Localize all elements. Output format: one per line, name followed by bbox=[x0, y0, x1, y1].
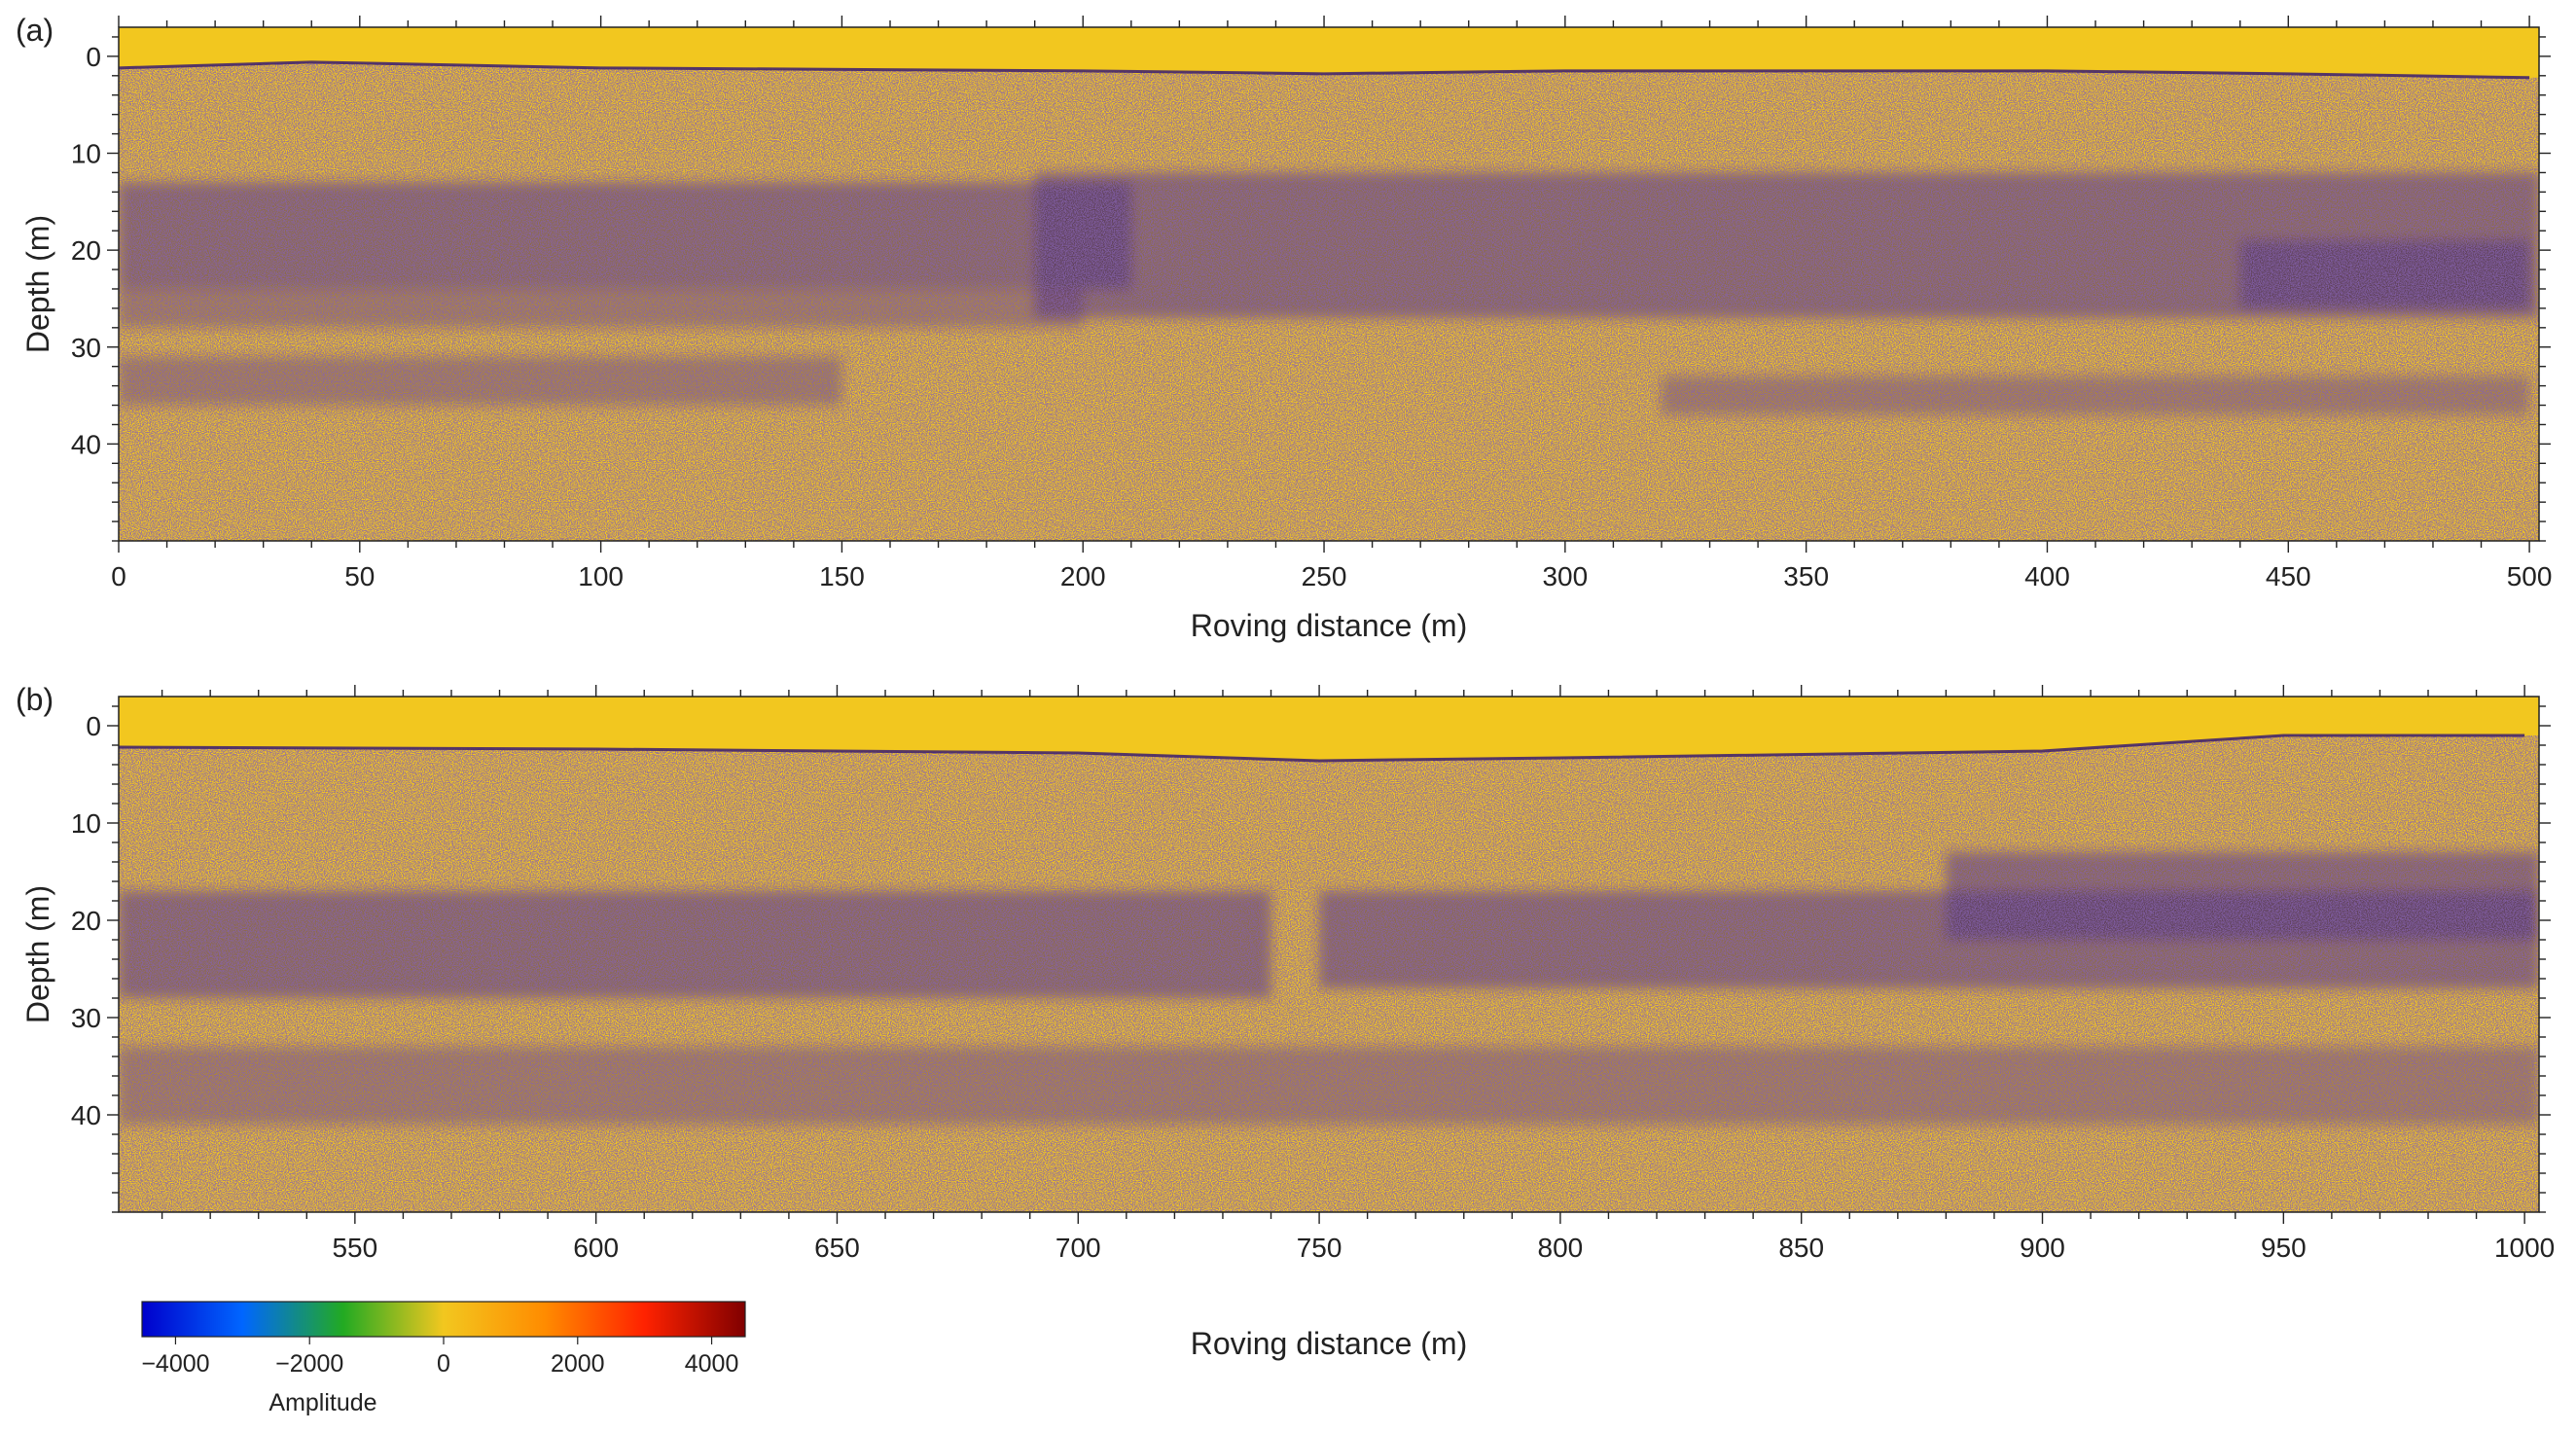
air-layer bbox=[119, 697, 2539, 761]
colorbar-tick-label: 2000 bbox=[551, 1350, 605, 1378]
y-tick-label: 20 bbox=[71, 235, 101, 266]
y-axis-label: Depth (m) bbox=[20, 215, 55, 353]
colorbar-tick-label: 0 bbox=[437, 1350, 450, 1378]
x-tick-label: 400 bbox=[2024, 561, 2070, 591]
x-tick-label: 0 bbox=[111, 561, 126, 591]
colorbar-tick-label: 4000 bbox=[685, 1350, 739, 1378]
x-tick-label: 100 bbox=[578, 561, 624, 591]
panel-label: (b) bbox=[16, 682, 54, 717]
y-axis-label: Depth (m) bbox=[20, 885, 55, 1023]
x-tick-label: 750 bbox=[1297, 1233, 1342, 1263]
y-tick-label: 0 bbox=[86, 711, 101, 741]
y-tick-label: 40 bbox=[71, 429, 101, 459]
x-axis-label: Roving distance (m) bbox=[1191, 608, 1468, 643]
amplitude-speckle bbox=[119, 697, 2539, 1212]
colorbar-tick-label: −2000 bbox=[275, 1350, 343, 1378]
x-tick-label: 800 bbox=[1538, 1233, 1584, 1263]
colorbar: −4000 −2000 0 2000 4000 Amplitude bbox=[141, 1301, 746, 1416]
x-axis-label: Roving distance (m) bbox=[1191, 1326, 1468, 1361]
x-tick-label: 50 bbox=[344, 561, 375, 591]
y-tick-label: 30 bbox=[71, 1003, 101, 1033]
x-tick-label: 600 bbox=[573, 1233, 619, 1263]
x-tick-label: 300 bbox=[1542, 561, 1588, 591]
x-tick-label: 500 bbox=[2507, 561, 2553, 591]
x-tick-label: 550 bbox=[332, 1233, 377, 1263]
x-tick-label: 350 bbox=[1783, 561, 1829, 591]
ground-surface-line bbox=[119, 734, 2525, 763]
panel-label: (a) bbox=[16, 13, 54, 48]
x-tick-label: 1000 bbox=[2494, 1233, 2555, 1263]
y-tick-label: 40 bbox=[71, 1100, 101, 1130]
x-tick-label: 250 bbox=[1302, 561, 1347, 591]
x-tick-label: 650 bbox=[814, 1233, 860, 1263]
colorbar-label: Amplitude bbox=[268, 1389, 376, 1416]
plot-area bbox=[119, 697, 2539, 1212]
y-tick-label: 10 bbox=[71, 139, 101, 169]
x-tick-label: 700 bbox=[1055, 1233, 1101, 1263]
plot-area bbox=[119, 27, 2539, 541]
y-tick-label: 0 bbox=[86, 42, 101, 72]
x-tick-label: 200 bbox=[1060, 561, 1106, 591]
panel-a: 0 50 100 150 200 250 300 350 400 450 500 0 10 20 30 40 R… bbox=[16, 13, 2552, 643]
plot-frame bbox=[118, 696, 2540, 1213]
colorbar-bar bbox=[141, 1301, 746, 1338]
y-tick-label: 10 bbox=[71, 808, 101, 839]
air-layer bbox=[119, 27, 2539, 78]
plot-frame bbox=[118, 26, 2540, 542]
amplitude-speckle bbox=[119, 27, 2539, 541]
y-tick-label: 20 bbox=[71, 906, 101, 936]
x-tick-label: 850 bbox=[1778, 1233, 1824, 1263]
ground-surface-line bbox=[119, 60, 2530, 80]
x-tick-label: 450 bbox=[2266, 561, 2311, 591]
x-tick-label: 900 bbox=[2020, 1233, 2065, 1263]
y-tick-label: 30 bbox=[71, 333, 101, 363]
x-tick-label: 950 bbox=[2261, 1233, 2307, 1263]
panel-b: 550 600 650 700 750 800 850 900 950 1000 0 10 20 30 40… bbox=[16, 682, 2555, 1361]
x-tick-label: 150 bbox=[819, 561, 865, 591]
colorbar-tick-label: −4000 bbox=[141, 1350, 209, 1378]
